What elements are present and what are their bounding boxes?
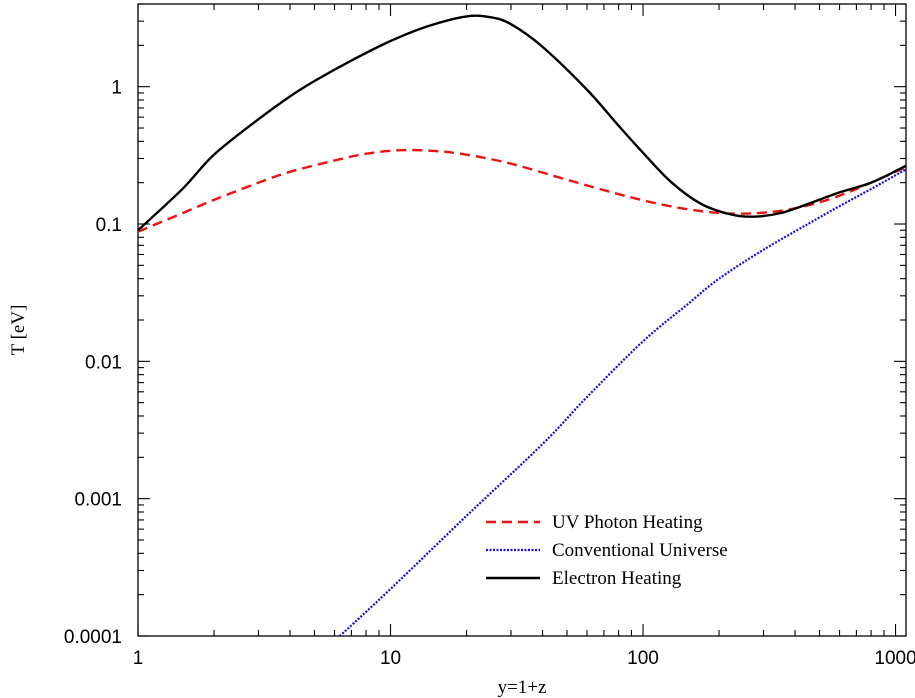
x-tick-label: 1: [133, 648, 144, 669]
plot-frame: [137, 3, 907, 637]
legend: UV Photon Heating Conventional Universe El…: [486, 512, 728, 589]
y-tick-label: 0.0001: [64, 627, 122, 648]
y-axis-label: T [eV]: [8, 305, 29, 356]
x-tick-label: 100: [627, 648, 659, 669]
conventional-universe-line: [339, 168, 906, 636]
y-tick-label: 0.001: [74, 490, 122, 511]
y-tick-label: 0.01: [85, 352, 122, 373]
x-tick-label: 10: [380, 648, 401, 669]
x-axis-label: y=1+z: [498, 677, 547, 698]
legend-label-uv-photon-heating: UV Photon Heating: [552, 512, 703, 533]
y-tick-label: 0.1: [96, 215, 122, 236]
axis-tick-labels: 1 10 100 1000 0.0001 0.001 0.01 0.1 1: [64, 78, 915, 669]
x-tick-label: 1000: [874, 648, 915, 669]
electron-heating-line: [138, 14, 906, 232]
axis-ticks: [137, 3, 906, 637]
uv-photon-heating-line: [138, 148, 906, 233]
y-tick-label: 1: [111, 78, 122, 99]
series-layer: [138, 14, 906, 636]
legend-label-conventional-universe: Conventional Universe: [552, 540, 728, 561]
legend-label-electron-heating: Electron Heating: [552, 568, 682, 589]
